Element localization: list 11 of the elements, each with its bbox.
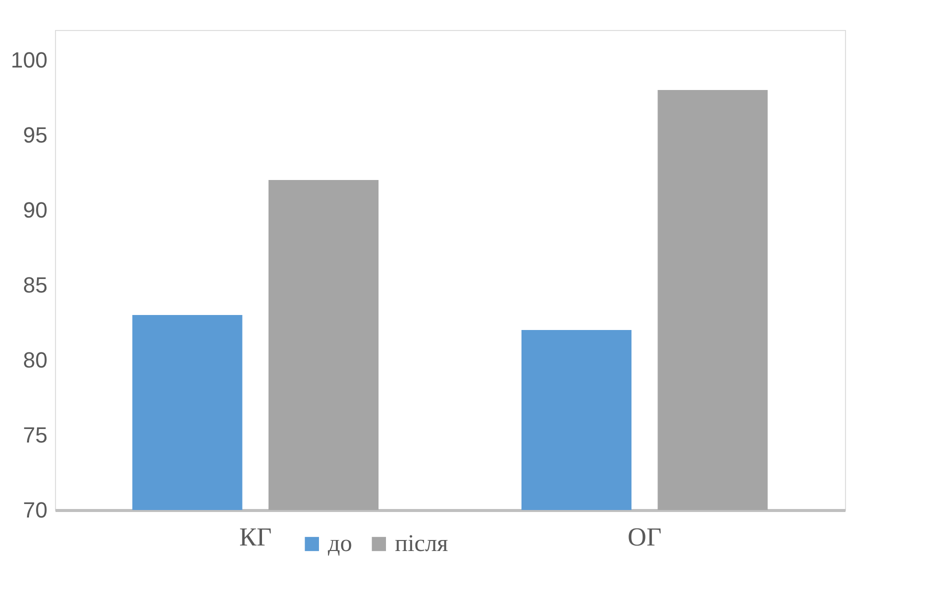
y-tick-label: 75 bbox=[23, 422, 48, 448]
y-tick-label: 100 bbox=[10, 48, 48, 72]
y-tick-label: 80 bbox=[23, 348, 48, 372]
legend-label: до bbox=[328, 531, 352, 557]
y-tick-label: 70 bbox=[23, 498, 48, 522]
x-tick-label: КГ bbox=[239, 522, 272, 552]
y-tick-label: 95 bbox=[23, 122, 48, 148]
x-tick-label: ОГ bbox=[628, 522, 662, 552]
y-tick-label: 90 bbox=[23, 198, 48, 222]
legend-label: після bbox=[394, 531, 448, 557]
y-tick-label: 85 bbox=[23, 272, 48, 298]
